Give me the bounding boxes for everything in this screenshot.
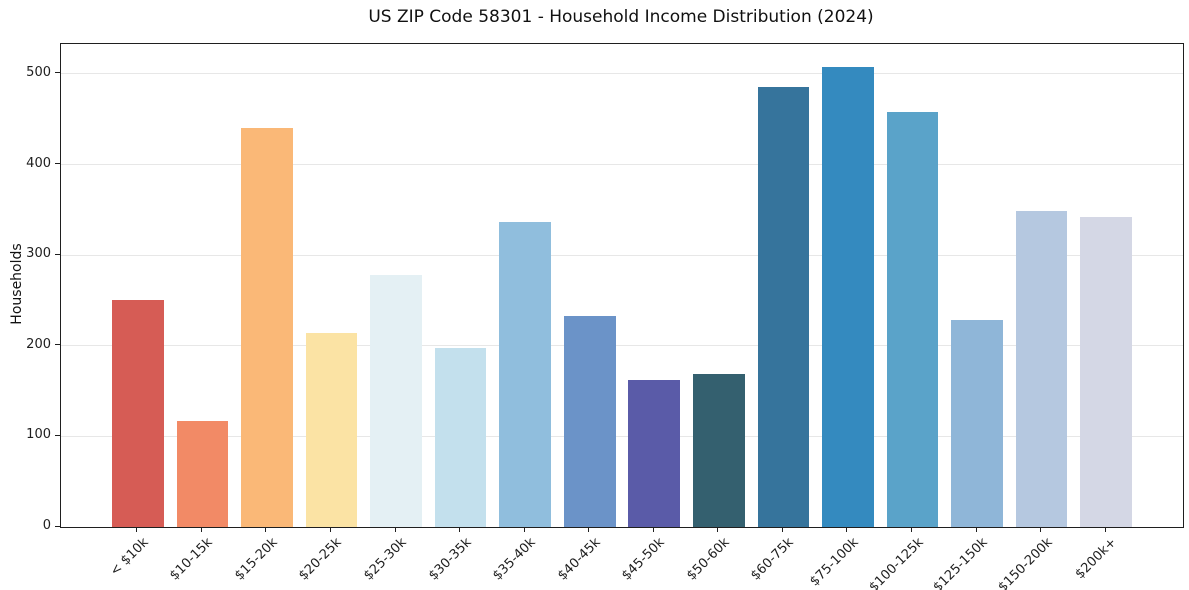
y-tick-label: 500 <box>26 64 51 80</box>
y-tick-label: 300 <box>26 246 51 262</box>
x-tick-label: $60-75k <box>748 535 797 584</box>
y-tick-label: 100 <box>26 427 51 443</box>
x-tick-label: $30-35k <box>425 535 475 584</box>
bar-3 <box>241 128 293 527</box>
chart-title: US ZIP Code 58301 - Household Income Dis… <box>368 7 874 27</box>
bar-1 <box>112 300 164 527</box>
bar-7 <box>499 221 551 527</box>
y-tick-mark <box>55 163 60 165</box>
bar-6 <box>434 347 487 527</box>
x-tick-mark <box>523 527 525 532</box>
bar-2 <box>176 420 229 527</box>
y-tick-mark <box>55 253 60 255</box>
x-tick-mark <box>652 527 654 532</box>
x-tick-label: $100-125k <box>865 535 927 590</box>
x-tick-label: $10-15k <box>167 535 216 584</box>
gridline <box>61 164 1183 166</box>
x-tick-label: $20-25k <box>296 535 346 584</box>
bar-12 <box>822 66 874 527</box>
y-tick-label: 400 <box>26 155 51 171</box>
x-tick-label: $125-150k <box>930 535 991 590</box>
y-tick-mark <box>55 72 60 74</box>
bar-8 <box>563 315 616 527</box>
x-tick-mark <box>911 527 912 532</box>
x-tick-label: < $10k <box>107 535 152 580</box>
bar-10 <box>693 373 745 527</box>
x-tick-label: $40-45k <box>554 535 604 584</box>
plot-area <box>60 43 1184 528</box>
y-tick-mark <box>55 525 60 527</box>
gridline <box>61 73 1183 75</box>
y-tick-mark <box>55 344 60 346</box>
bar-14 <box>951 320 1003 527</box>
y-tick-label: 0 <box>42 518 51 533</box>
x-tick-mark <box>781 527 783 532</box>
x-tick-mark <box>588 527 590 532</box>
x-tick-label: $75-100k <box>807 535 862 590</box>
x-tick-label: $200k+ <box>1072 535 1120 583</box>
x-tick-label: $45-50k <box>619 535 668 584</box>
gridline <box>61 254 1183 256</box>
x-tick-mark <box>1104 527 1106 532</box>
x-tick-mark <box>459 527 461 532</box>
x-tick-mark <box>329 527 331 532</box>
x-tick-label: $50-60k <box>683 535 733 584</box>
x-tick-label: $25-30k <box>361 535 410 584</box>
y-tick-mark <box>55 434 60 436</box>
bar-9 <box>628 380 681 527</box>
bar-4 <box>305 333 358 527</box>
x-tick-mark <box>265 527 267 532</box>
y-tick-label: 200 <box>26 336 51 352</box>
bar-13 <box>886 111 939 527</box>
x-tick-mark <box>846 527 848 532</box>
x-tick-label: $35-40k <box>490 535 539 584</box>
x-tick-label: $15-20k <box>232 535 281 584</box>
bar-5 <box>370 275 422 527</box>
gridline <box>61 435 1183 437</box>
x-tick-mark <box>1040 527 1042 532</box>
gridline <box>61 345 1183 347</box>
x-tick-mark <box>200 527 202 532</box>
bar-11 <box>757 86 810 527</box>
x-tick-mark <box>975 527 977 532</box>
x-tick-label: $150-200k <box>995 535 1056 590</box>
x-tick-mark <box>717 527 719 532</box>
bar-16 <box>1080 217 1132 527</box>
x-tick-mark <box>136 527 138 532</box>
x-tick-mark <box>394 527 396 532</box>
bar-15 <box>1015 210 1068 527</box>
